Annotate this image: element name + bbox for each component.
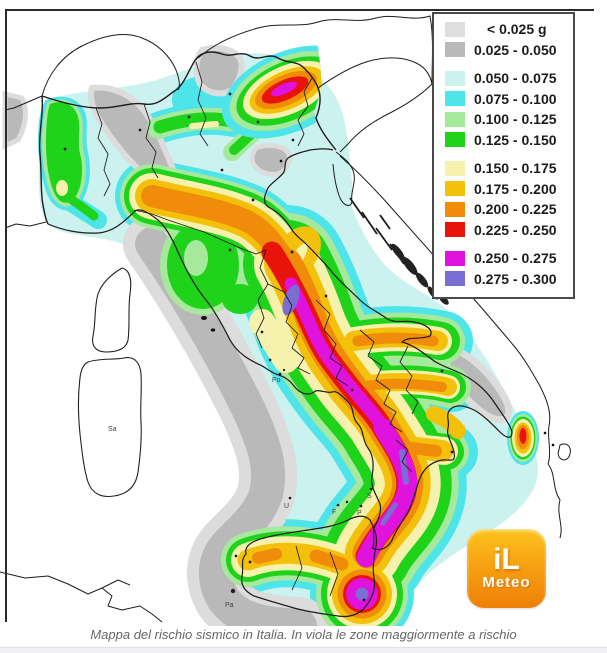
map-area: Sa Po U S F P Pa < 0.025 g 0.025 - 0.050 0… xyxy=(0,9,594,626)
label-panarea: P xyxy=(357,510,362,517)
legend-swatch xyxy=(445,271,465,287)
map-frame xyxy=(5,9,594,622)
corfu-outline xyxy=(557,443,571,461)
islands-corsica-sardinia xyxy=(77,267,142,498)
legend-row: 0.275 - 0.300 xyxy=(434,269,573,290)
switzerland-outline xyxy=(41,34,180,97)
legend-group: 0.050 - 0.075 0.075 - 0.100 0.100 - 0.125 0… xyxy=(434,68,573,150)
legend-row: 0.125 - 0.150 xyxy=(434,130,573,151)
italy-outlines xyxy=(38,51,513,618)
legend-swatch xyxy=(445,181,465,197)
italy-alps-border xyxy=(41,51,337,151)
city-markers xyxy=(63,92,555,602)
croatia-island xyxy=(375,227,393,251)
legend-label: 0.100 - 0.125 xyxy=(474,111,557,128)
croatia-island xyxy=(349,197,365,219)
label-sardinia: Sa xyxy=(108,426,117,433)
italy-seismic-map: Sa Po U S F P Pa xyxy=(0,9,594,626)
legend-row: < 0.025 g xyxy=(434,19,573,40)
legend-label: 0.025 - 0.050 xyxy=(474,41,557,58)
legend-label: 0.150 - 0.175 xyxy=(474,160,557,177)
legend-label: 0.200 - 0.225 xyxy=(474,201,557,218)
austria-outline xyxy=(197,15,433,85)
map-place-labels: Sa Po U S F P Pa xyxy=(108,377,372,609)
italy-west-border xyxy=(38,95,49,225)
label-ponza: Po xyxy=(272,377,281,384)
sicily-coast xyxy=(241,515,378,618)
legend-swatch xyxy=(445,201,465,217)
label-ustica: U xyxy=(284,503,289,510)
legend-label: 0.225 - 0.250 xyxy=(474,221,557,238)
map-caption: Mappa del rischio sismico in Italia. In … xyxy=(90,627,517,642)
legend-label: 0.275 - 0.300 xyxy=(474,270,557,287)
region-borders xyxy=(95,61,419,597)
label-filicudi: F xyxy=(332,509,336,516)
tunisia-coast xyxy=(0,571,163,623)
legend-swatch xyxy=(445,111,465,127)
legend-row: 0.250 - 0.275 xyxy=(434,248,573,269)
france-border-line xyxy=(4,95,43,111)
legend-swatch xyxy=(445,222,465,238)
legend-swatch xyxy=(445,21,465,37)
legend-swatch xyxy=(445,42,465,58)
legend-group: 0.150 - 0.175 0.175 - 0.200 0.200 - 0.225 0… xyxy=(434,158,573,240)
croatia-island xyxy=(391,243,405,261)
legend-row: 0.100 - 0.125 xyxy=(434,109,573,130)
legend-label: 0.075 - 0.100 xyxy=(474,90,557,107)
croatia-island xyxy=(402,256,418,276)
legend-row: 0.175 - 0.200 xyxy=(434,179,573,200)
legend-group: < 0.025 g 0.025 - 0.050 xyxy=(434,19,573,60)
legend: < 0.025 g 0.025 - 0.050 0.050 - 0.075 0.075… xyxy=(432,12,575,299)
legend-swatch xyxy=(445,160,465,176)
sardinia-outline xyxy=(77,357,142,498)
legend-label: 0.250 - 0.275 xyxy=(474,250,557,267)
label-stromboli: S xyxy=(367,493,372,500)
label-pantelleria: Pa xyxy=(225,602,234,609)
legend-row: 0.050 - 0.075 xyxy=(434,68,573,89)
france-coast-line xyxy=(4,221,47,229)
legend-swatch xyxy=(445,132,465,148)
bottom-strip xyxy=(0,647,607,653)
croatia-island xyxy=(361,211,378,235)
hazard-band-magenta xyxy=(284,277,418,610)
legend-row: 0.075 - 0.100 xyxy=(434,89,573,110)
legend-row: 0.025 - 0.050 xyxy=(434,40,573,61)
legend-label: < 0.025 g xyxy=(487,21,547,38)
legend-swatch xyxy=(445,70,465,86)
legend-row: 0.225 - 0.250 xyxy=(434,220,573,241)
legend-label: 0.050 - 0.075 xyxy=(474,70,557,87)
croatia-island xyxy=(379,214,391,230)
hazard-band-violet xyxy=(282,284,409,601)
legend-swatch xyxy=(445,91,465,107)
neighbor-country-outlines xyxy=(0,15,571,623)
corsica-outline xyxy=(92,267,132,353)
pantelleria-island xyxy=(230,588,236,594)
legend-row: 0.200 - 0.225 xyxy=(434,199,573,220)
croatia-island xyxy=(415,272,429,288)
slovenia-outline xyxy=(317,57,433,153)
legend-label: 0.125 - 0.150 xyxy=(474,131,557,148)
legend-row: 0.150 - 0.175 xyxy=(434,158,573,179)
tunisia-capbon xyxy=(101,579,131,589)
ilmeteo-logo: iL Meteo xyxy=(467,529,546,608)
balkan-coast xyxy=(339,155,562,539)
ilmeteo-logo-meteo: Meteo xyxy=(482,574,531,591)
italy-mainland-coast xyxy=(47,148,513,551)
ilmeteo-logo-il: iL xyxy=(493,543,520,576)
legend-swatch xyxy=(445,250,465,266)
legend-label: 0.175 - 0.200 xyxy=(474,180,557,197)
legend-group: 0.250 - 0.275 0.275 - 0.300 xyxy=(434,248,573,289)
